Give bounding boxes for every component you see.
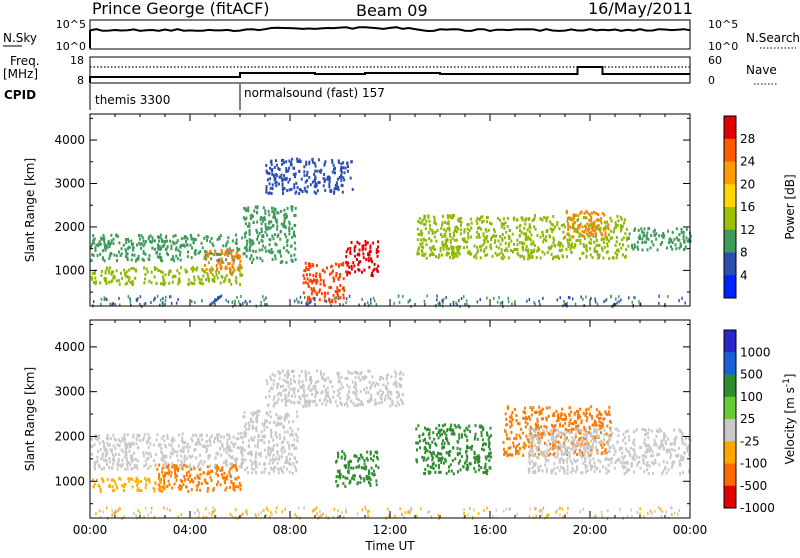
- colorbar-title: Velocity [m s-1]: [782, 374, 797, 465]
- x-tick-label: 12:00: [373, 523, 408, 537]
- cpid-segment-2: normalsound (fast) 157: [244, 86, 385, 100]
- power-panel: 1000 2000 3000 4000 Slant Range [km]: [23, 114, 692, 308]
- x-tick-label: 00:00: [673, 523, 708, 537]
- freq-strip-frame: [90, 57, 690, 83]
- x-tick-label: 08:00: [273, 523, 308, 537]
- nsky-label: N.Sky: [3, 31, 37, 45]
- colorbar-tick-label: 100: [740, 390, 763, 404]
- colorbar-tick-label: -500: [740, 479, 767, 493]
- echo-region-5: [345, 240, 379, 277]
- freq-label: Freq.: [10, 54, 40, 68]
- y-tick-label: 1000: [54, 263, 85, 277]
- nsearch-tick-bottom: 10^0: [708, 40, 738, 53]
- colorbar-swatch: [724, 486, 736, 509]
- echo-region-4: [265, 369, 404, 408]
- colorbar-tick-label: 16: [740, 200, 755, 214]
- colorbar-swatch: [724, 207, 736, 230]
- power-colorbar: 28 24 20 16 12 8 4 Power [dB]: [724, 116, 797, 299]
- freq-tick-top: 18: [70, 54, 84, 67]
- echo-region-8: [528, 428, 692, 476]
- colorbar-tick-label: 8: [740, 246, 748, 260]
- freq-unit: [MHz]: [3, 67, 38, 81]
- colorbar-swatch: [724, 275, 736, 298]
- colorbar-swatch: [724, 419, 736, 442]
- y-axis-title: Slant Range [km]: [23, 367, 37, 471]
- colorbar-title: Power [dB]: [783, 174, 797, 239]
- echo-region-2: [92, 477, 166, 493]
- colorbar-tick-label: 4: [740, 268, 748, 282]
- x-tick-label: 20:00: [573, 523, 608, 537]
- y-tick-label: 2000: [54, 220, 85, 234]
- y-tick-label: 4000: [54, 340, 85, 354]
- echo-region-3: [240, 410, 299, 475]
- nsky-tick-top: 10^5: [56, 18, 86, 31]
- nsky-trace: [90, 27, 690, 48]
- colorbar-tick-label: 20: [740, 177, 755, 191]
- nave-tick-top: 60: [708, 54, 722, 67]
- colorbar-tick-label: -100: [740, 457, 767, 471]
- nsky-tick-bottom: 10^0: [56, 40, 86, 53]
- y-tick-label: 1000: [54, 474, 85, 488]
- y-tick-label: 4000: [54, 133, 85, 147]
- colorbar-title-sup: -1: [782, 378, 792, 387]
- nave-tick-bottom: 0: [708, 74, 715, 87]
- y-tick-label: 3000: [54, 385, 85, 399]
- velocity-colorbar: 1000 500 100 25 -25 -100 -500 -1000 Velocity [m …: [724, 330, 797, 515]
- x-tick-label: 16:00: [473, 523, 508, 537]
- echo-region-8: [628, 227, 692, 252]
- velocity-panel: 1000 2000 3000 4000 Slant Range [km] 00:00 04:…: [23, 320, 707, 537]
- echo-region-3: [243, 205, 297, 264]
- nsearch-tick-top: 10^5: [708, 18, 738, 31]
- colorbar-swatch: [724, 162, 736, 185]
- x-tick-label: 00:00: [73, 523, 108, 537]
- echo-region-0: [90, 432, 244, 471]
- colorbar-swatch: [724, 397, 736, 420]
- cpid-label: CPID: [4, 88, 36, 102]
- freq-trace: [90, 67, 690, 83]
- echo-region-6: [415, 423, 492, 475]
- colorbar-tick-label: 500: [740, 368, 763, 382]
- colorbar-swatch: [724, 464, 736, 487]
- beam-title: Beam 09: [356, 1, 428, 20]
- colorbar-swatch: [724, 230, 736, 253]
- echo-region-2: [203, 249, 241, 274]
- y-tick-label: 3000: [54, 177, 85, 191]
- colorbar-tick-label: 25: [740, 412, 755, 426]
- echo-region-0: [90, 234, 243, 263]
- y-axis-title: Slant Range [km]: [23, 158, 37, 262]
- echo-region-5: [335, 450, 379, 488]
- nave-label: Nave: [746, 63, 777, 77]
- cpid-segment-1: themis 3300: [95, 93, 170, 107]
- colorbar-tick-label: 24: [740, 155, 755, 169]
- nsky-strip-frame: [90, 20, 690, 49]
- x-tick-label: 04:00: [173, 523, 208, 537]
- colorbar-swatch: [724, 253, 736, 276]
- freq-tick-bottom: 8: [77, 74, 84, 87]
- colorbar-swatch: [724, 441, 736, 464]
- echo-region-1: [156, 464, 241, 493]
- colorbar-title-end: ]: [783, 374, 797, 379]
- colorbar-swatch: [724, 330, 736, 353]
- colorbar-tick-label: -1000: [740, 501, 775, 515]
- colorbar-swatch: [724, 139, 736, 162]
- colorbar-tick-label: 12: [740, 223, 755, 237]
- x-axis-title: Time UT: [364, 539, 415, 553]
- date-title: 16/May/2011: [588, 0, 693, 18]
- colorbar-tick-label: 1000: [740, 345, 771, 359]
- colorbar-swatch: [724, 184, 736, 207]
- colorbar-swatch: [724, 116, 736, 139]
- y-tick-label: 2000: [54, 429, 85, 443]
- colorbar-tick-label: -25: [740, 434, 760, 448]
- echo-region-9: [265, 158, 353, 196]
- echo-region-4: [303, 262, 347, 304]
- station-title: Prince George (fitACF): [92, 0, 270, 18]
- colorbar-swatch: [724, 375, 736, 398]
- colorbar-tick-label: 28: [740, 132, 755, 146]
- colorbar-swatch: [724, 352, 736, 375]
- nsearch-label: N.Search: [746, 31, 800, 45]
